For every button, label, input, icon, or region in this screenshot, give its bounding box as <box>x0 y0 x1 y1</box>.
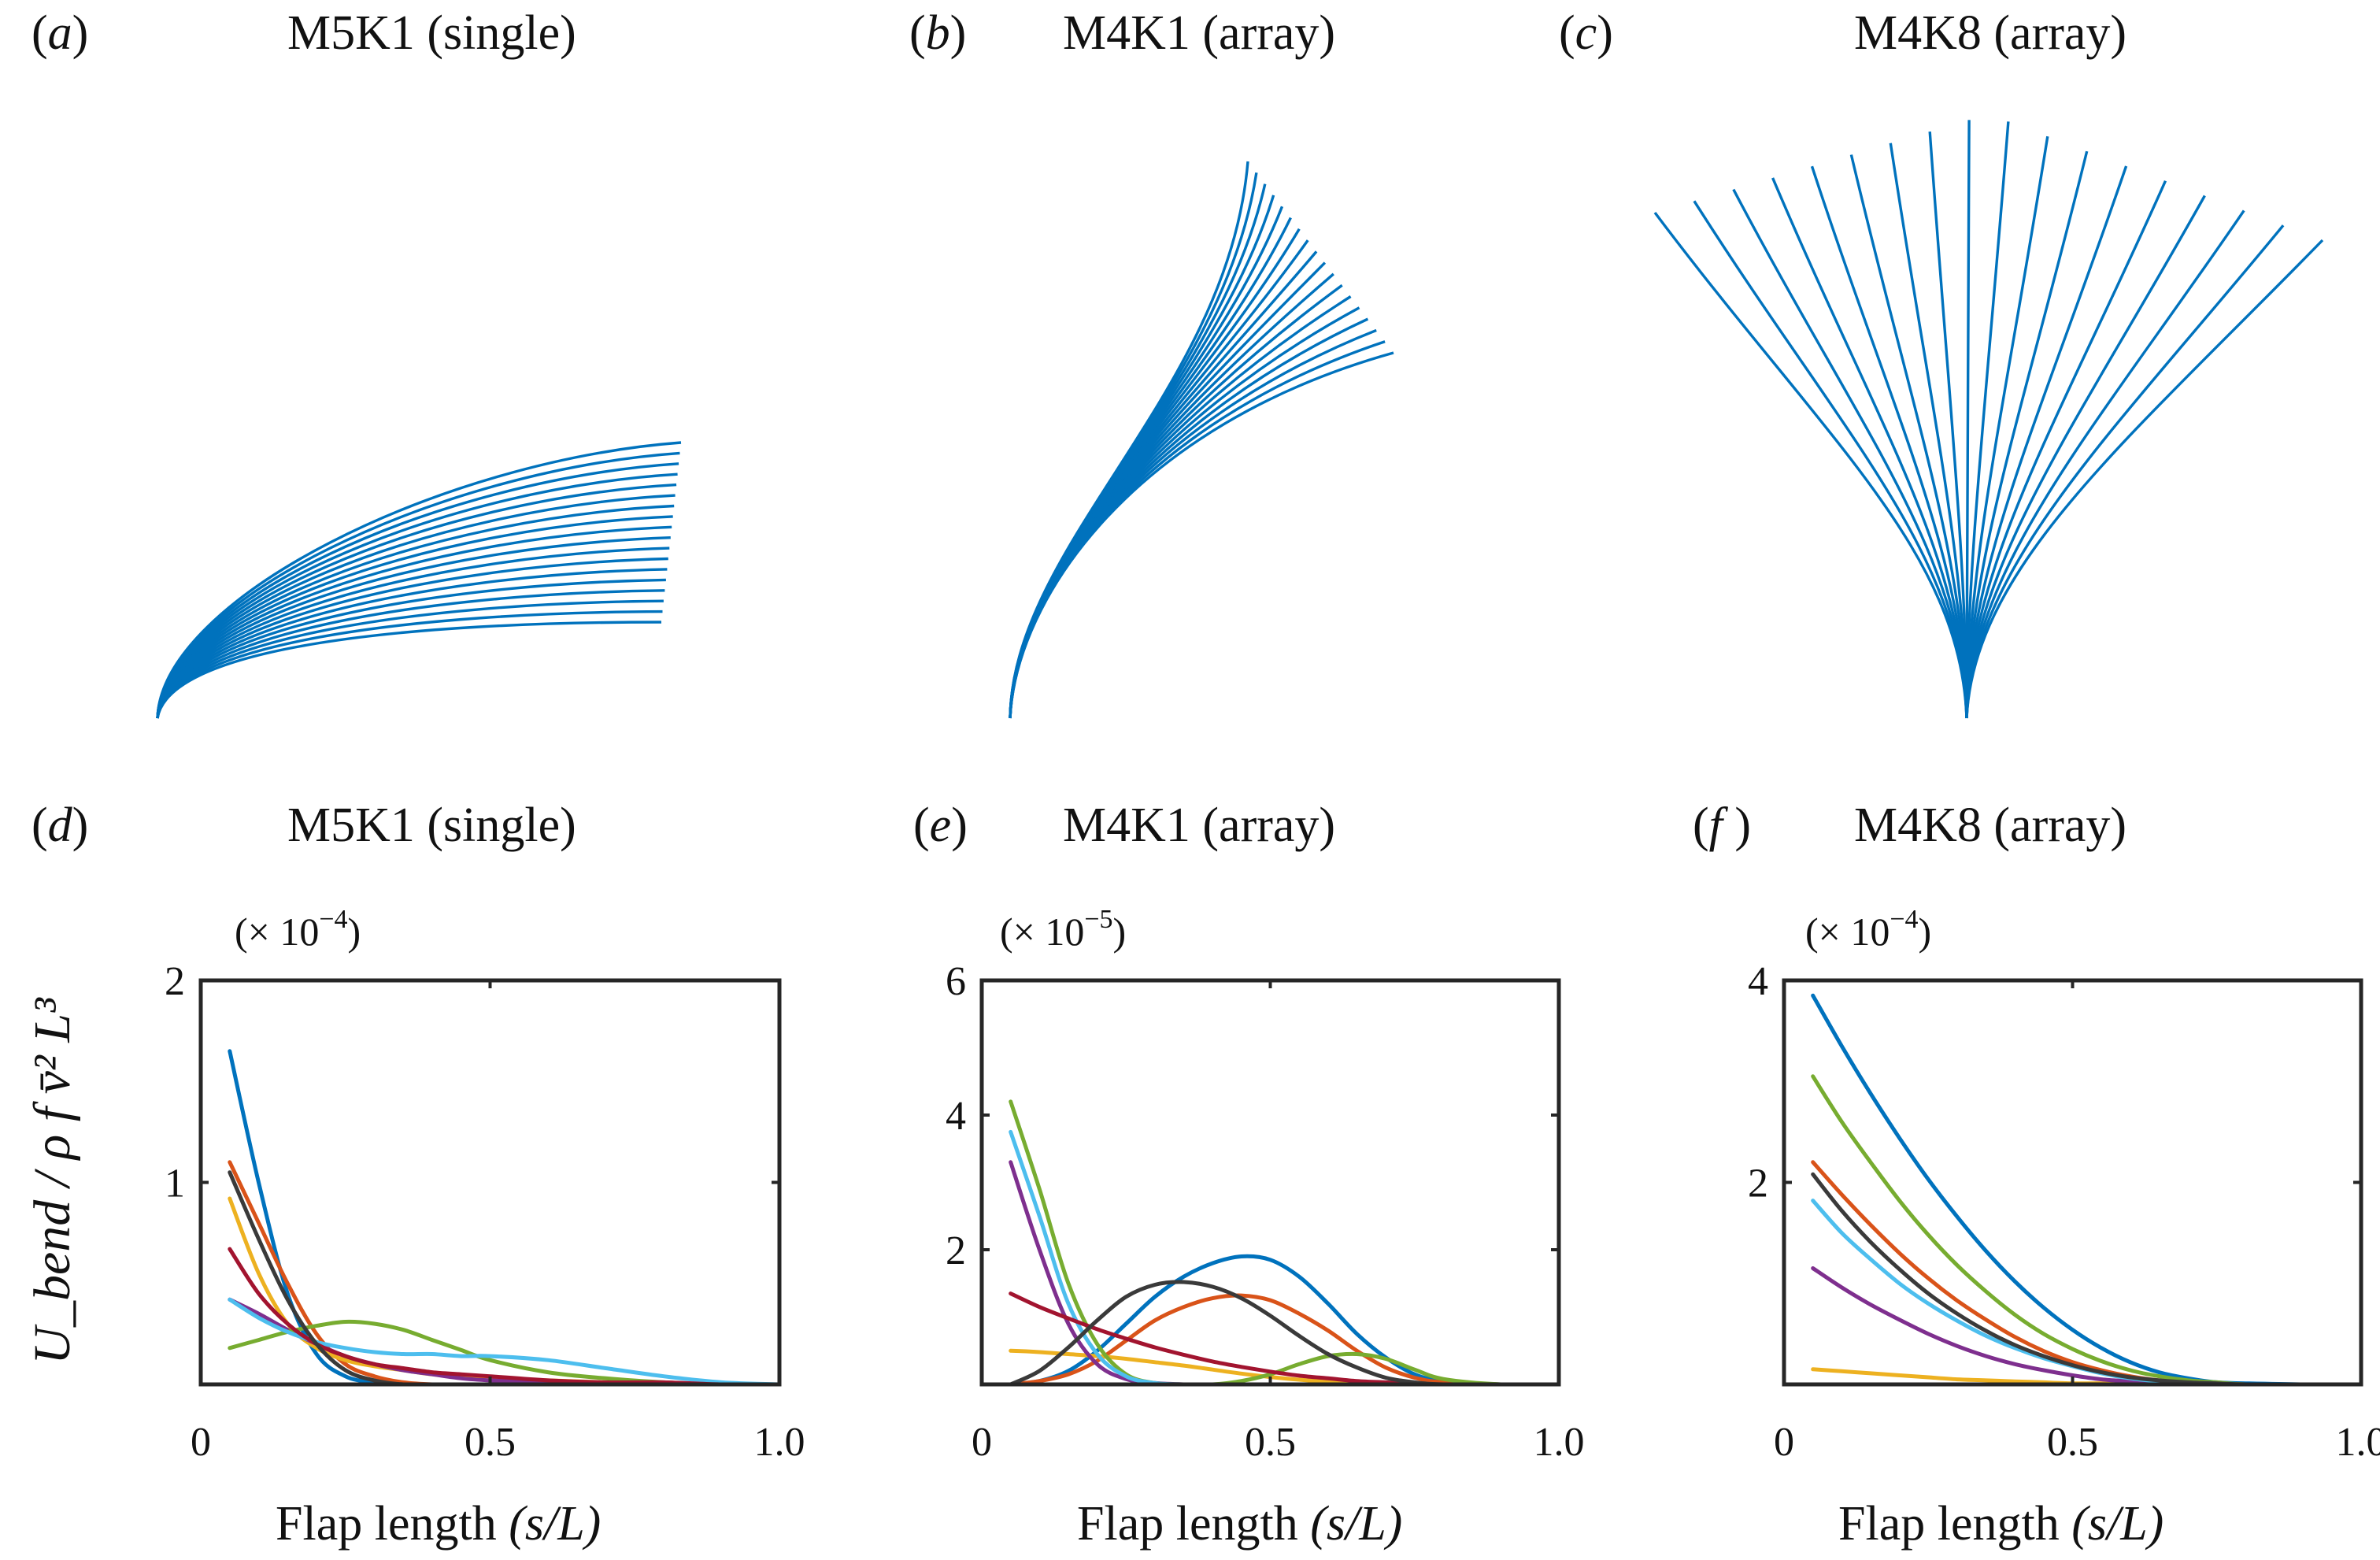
flap-shapes-b <box>1009 161 1394 719</box>
panel-letter-c: (c) <box>1559 6 1613 60</box>
flap-curve <box>1009 261 1327 719</box>
panel-title-d: M5K1 (single) <box>287 799 576 852</box>
flap-curve <box>1928 131 1968 719</box>
multiplier-f: (× 10−4) <box>1805 905 1931 954</box>
x-tick-label: 1.0 <box>2336 1420 2380 1465</box>
x-tick-label: 0 <box>972 1420 992 1465</box>
x-axis-labels: Flap length (s/L) Flap length (s/L) Flap… <box>276 1497 2163 1551</box>
plot-f: 0 0.5 1.0 2 4 <box>1748 959 2380 1465</box>
panel-letter-d: (d) <box>31 799 88 852</box>
flap-curve <box>1849 154 1968 719</box>
x-axis-label-d: Flap length (s/L) <box>276 1497 601 1551</box>
plot-d: 0 0.5 1.0 1 2 <box>165 959 805 1465</box>
panel-title-e: M4K1 (array) <box>1063 799 1335 852</box>
flap-curve <box>156 621 662 719</box>
flap-curve <box>1965 165 2128 719</box>
flap-curve <box>1009 283 1343 719</box>
axes-frame <box>1782 978 2363 1387</box>
panel-letter-f: (f ) <box>1693 799 1751 852</box>
flap-curve <box>1965 121 2010 719</box>
series-line-s1 <box>1811 993 2361 1384</box>
panel-title-a: M5K1 (single) <box>287 6 576 60</box>
y-tick-label: 6 <box>946 959 966 1004</box>
bottom-titles: (d) M5K1 (single) (e) M4K1 (array) (f ) … <box>31 799 2126 852</box>
series-group <box>228 1049 779 1384</box>
series-line-s5 <box>1009 1099 1559 1384</box>
flap-shapes-c <box>1653 120 2324 719</box>
flap-curve <box>1009 351 1394 719</box>
x-tick-label: 0.5 <box>2047 1420 2098 1465</box>
flap-curve <box>1771 177 1968 719</box>
flap-curve <box>1009 295 1352 719</box>
y-tick-label: 4 <box>1748 959 1768 1004</box>
series-line-s5 <box>228 1319 779 1384</box>
flap-curve <box>1965 150 2089 719</box>
flap-curve <box>156 578 666 719</box>
x-tick-label: 1.0 <box>1534 1420 1585 1465</box>
y-tick-label: 4 <box>946 1094 966 1139</box>
x-axis-label-f: Flap length (s/L) <box>1838 1497 2163 1551</box>
series-line-s6 <box>228 1297 779 1384</box>
plot-e: 0 0.5 1.0 2 4 6 <box>946 959 1585 1465</box>
flap-curve <box>1810 165 1968 719</box>
flap-curve <box>1965 209 2245 719</box>
series-group <box>1811 993 2361 1384</box>
y-tick-label: 2 <box>946 1228 966 1273</box>
flap-curve <box>1693 200 1968 719</box>
panel-letter-e: (e) <box>913 799 968 852</box>
flap-curve <box>1965 180 2167 719</box>
multiplier-d: (× 10−4) <box>235 905 361 954</box>
flap-curve <box>1009 161 1249 719</box>
y-tick-label: 2 <box>1748 1162 1768 1206</box>
top-titles: (a) M5K1 (single) (b) M4K1 (array) (c) M… <box>31 6 2126 60</box>
series-line-s4 <box>1811 1266 2361 1384</box>
x-tick-label: 0.5 <box>1245 1420 1296 1465</box>
series-line-s8 <box>228 1170 779 1384</box>
flap-curve <box>1009 172 1258 719</box>
x-tick-label: 1.0 <box>754 1420 805 1465</box>
flap-curve <box>1965 239 2324 719</box>
panel-letter-b: (b) <box>909 6 966 60</box>
flap-curve <box>1009 250 1318 719</box>
flap-curve <box>1965 135 2049 719</box>
flap-curve <box>1653 211 1968 719</box>
y-tick-label: 1 <box>165 1162 185 1206</box>
series-line-s7 <box>228 1247 779 1384</box>
flap-curve <box>1965 224 2285 719</box>
flap-shapes-a <box>156 441 682 719</box>
x-tick-label: 0 <box>191 1420 211 1465</box>
panel-letter-a: (a) <box>31 6 88 60</box>
panel-title-c: M4K8 (array) <box>1854 6 2126 60</box>
flap-curve <box>156 441 682 719</box>
y-axis-label: U_bend / ρ f v̄² L³ <box>24 997 81 1365</box>
flap-curve <box>1009 340 1386 719</box>
panel-title-f: M4K8 (array) <box>1854 799 2126 852</box>
series-line-s1 <box>228 1049 779 1384</box>
series-line-s2 <box>228 1160 779 1384</box>
multiplier-e: (× 10−5) <box>1000 905 1126 954</box>
x-axis-label-e: Flap length (s/L) <box>1077 1497 1402 1551</box>
x-tick-label: 0 <box>1774 1420 1794 1465</box>
panel-title-b: M4K1 (array) <box>1063 6 1335 60</box>
flap-curve <box>1965 195 2206 719</box>
multipliers: (× 10−4) (× 10−5) (× 10−4) <box>235 905 1931 954</box>
series-group <box>1009 1099 1559 1384</box>
flap-curve <box>1732 188 1968 719</box>
series-line-s6 <box>1009 1129 1559 1384</box>
x-tick-label: 0.5 <box>465 1420 516 1465</box>
y-tick-label: 2 <box>165 959 185 1004</box>
